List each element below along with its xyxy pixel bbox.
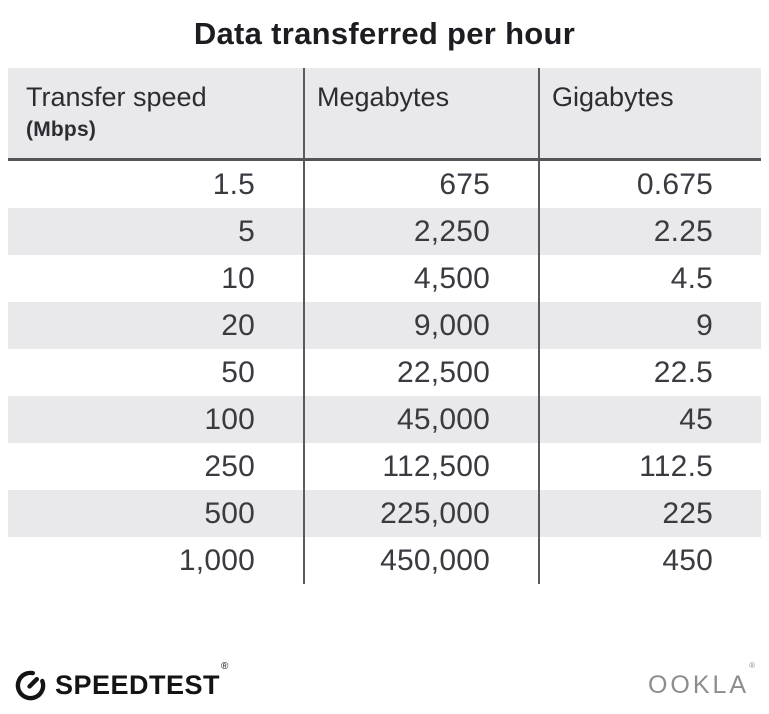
cell-gigabytes: 0.675 bbox=[538, 161, 761, 208]
cell-gigabytes: 22.5 bbox=[538, 349, 761, 396]
cell-mbps: 10 bbox=[221, 261, 255, 295]
table-row: 1.5 675 0.675 bbox=[8, 161, 761, 208]
cell-mbps: 5 bbox=[238, 214, 255, 248]
cell-gigabytes: 2.25 bbox=[538, 208, 761, 255]
table-body: 1.5 675 0.675 5 2,250 2.25 10 4,500 4.5 20 9,000 9 5… bbox=[8, 161, 761, 584]
column-header-megabytes: Megabytes bbox=[303, 68, 538, 158]
cell-gigabytes: 4.5 bbox=[538, 255, 761, 302]
cell-gigabytes: 45 bbox=[538, 396, 761, 443]
cell-megabytes: 675 bbox=[303, 161, 538, 208]
cell-megabytes: 22,500 bbox=[303, 349, 538, 396]
table-row: 250 112,500 112.5 bbox=[8, 443, 761, 490]
column-header-transfer-speed-label: Transfer speed bbox=[26, 82, 207, 112]
cell-megabytes: 45,000 bbox=[303, 396, 538, 443]
registered-mark-icon: ® bbox=[749, 661, 755, 670]
cell-megabytes: 4,500 bbox=[303, 255, 538, 302]
table-row: 1,000 450,000 450 bbox=[8, 537, 761, 584]
cell-gigabytes: 9 bbox=[538, 302, 761, 349]
cell-mbps: 1,000 bbox=[178, 543, 255, 577]
cell-mbps: 50 bbox=[221, 355, 255, 389]
cell-mbps: 500 bbox=[204, 496, 255, 530]
ookla-logo: OOKLA® bbox=[647, 661, 755, 700]
cell-mbps: 1.5 bbox=[212, 167, 255, 201]
cell-megabytes: 2,250 bbox=[303, 208, 538, 255]
cell-megabytes: 225,000 bbox=[303, 490, 538, 537]
table-row: 5 2,250 2.25 bbox=[8, 208, 761, 255]
table-header-row: Transfer speed (Mbps) Megabytes Gigabyte… bbox=[8, 68, 761, 161]
footer: SPEEDTEST® OOKLA® bbox=[14, 661, 755, 702]
page-title: Data transferred per hour bbox=[193, 16, 576, 51]
cell-gigabytes: 112.5 bbox=[538, 443, 761, 490]
cell-megabytes: 450,000 bbox=[303, 537, 538, 584]
cell-megabytes: 112,500 bbox=[303, 443, 538, 490]
ookla-wordmark-text: OOKLA bbox=[647, 671, 750, 699]
cell-gigabytes: 225 bbox=[538, 490, 761, 537]
table-row: 50 22,500 22.5 bbox=[8, 349, 761, 396]
speedtest-gauge-icon bbox=[15, 670, 46, 701]
cell-megabytes: 9,000 bbox=[303, 302, 538, 349]
cell-mbps: 20 bbox=[221, 308, 255, 342]
cell-mbps: 250 bbox=[204, 449, 255, 483]
column-header-mbps-unit: (Mbps) bbox=[26, 118, 97, 142]
table-row: 100 45,000 45 bbox=[8, 396, 761, 443]
table-row: 500 225,000 225 bbox=[8, 490, 761, 537]
column-header-transfer-speed: Transfer speed (Mbps) bbox=[8, 68, 303, 158]
data-table: Transfer speed (Mbps) Megabytes Gigabyte… bbox=[8, 68, 761, 584]
table-row: 10 4,500 4.5 bbox=[8, 255, 761, 302]
registered-mark-icon: ® bbox=[221, 661, 229, 672]
speedtest-wordmark: SPEEDTEST® bbox=[55, 661, 228, 701]
infographic-page: Data transferred per hour Transfer speed… bbox=[0, 16, 769, 701]
speedtest-logo: SPEEDTEST® bbox=[14, 661, 228, 702]
speedtest-wordmark-text: SPEEDTEST bbox=[55, 670, 221, 700]
table-row: 20 9,000 9 bbox=[8, 302, 761, 349]
cell-gigabytes: 450 bbox=[538, 537, 761, 584]
column-header-gigabytes: Gigabytes bbox=[538, 68, 761, 158]
cell-mbps: 100 bbox=[204, 402, 255, 436]
